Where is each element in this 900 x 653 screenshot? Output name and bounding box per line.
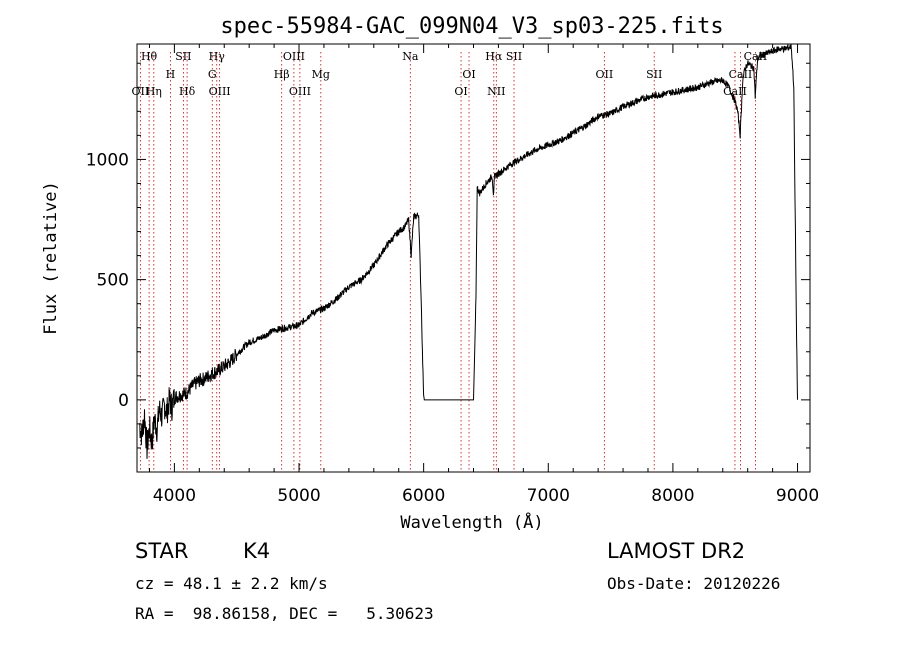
x-tick-label: 9000 [776, 486, 819, 506]
spectral-line-label: OIII [209, 85, 231, 98]
spectral-line-label: Hβ [274, 68, 290, 81]
spectral-line-label: OI [462, 68, 475, 81]
object-class: STAR [135, 539, 189, 563]
spectral-line-label: CaII [744, 50, 768, 63]
spectral-line-label: Mg [312, 68, 330, 81]
chart-title: spec-55984-GAC_099N04_V3_sp03-225.fits [220, 14, 723, 39]
plot-frame [136, 43, 811, 473]
ra-dec: RA = 98.86158, DEC = 5.30623 [135, 604, 434, 623]
survey-name: LAMOST DR2 [607, 539, 746, 563]
x-tick-label: 6000 [402, 486, 445, 506]
spectral-line-label: H [166, 68, 176, 81]
series-group [139, 43, 798, 459]
spectral-line-label: CaII [723, 85, 747, 98]
x-tick-label: 4000 [153, 486, 196, 506]
spectral-line-label: Na [402, 50, 419, 63]
x-axis: 4000 5000 6000 7000 8000 9000 [148, 44, 819, 506]
spectral-line-label: SII [646, 68, 662, 81]
y-axis-label: Flux (relative) [41, 181, 61, 335]
spectral-line-label: Hδ [179, 85, 196, 98]
spectral-line-label: Hα [485, 50, 503, 63]
y-tick-label: 1000 [86, 150, 129, 170]
spectral-line-label: G [208, 68, 217, 81]
spectral-line-label: NII [487, 85, 505, 98]
x-tick-label: 7000 [527, 486, 570, 506]
y-tick-label: 500 [97, 271, 129, 291]
spectral-line-label: OI [454, 85, 467, 98]
spectral-line-label: Hθ [141, 50, 158, 63]
spectrum-series-line [139, 43, 798, 459]
redshift-cz: cz = 48.1 ± 2.2 km/s [135, 574, 328, 593]
y-axis: 0 500 1000 [86, 62, 810, 473]
y-tick-label: 0 [118, 391, 129, 411]
spectral-line-label: OIII [283, 50, 305, 63]
observation-date: Obs-Date: 20120226 [607, 574, 781, 593]
spectral-line-label: OIII [289, 85, 311, 98]
x-axis-label: Wavelength (Å) [400, 511, 543, 533]
spectral-line-label: SII [506, 50, 522, 63]
x-tick-label: 5000 [277, 486, 320, 506]
spectral-line-label: Hη [146, 85, 162, 98]
spectral-line-label: OII [596, 68, 614, 81]
spectral-line-label: Hγ [209, 50, 226, 63]
spectral-line-label: OII [132, 85, 150, 98]
spectral-line-label: SII [175, 50, 191, 63]
spectral-line-label: CaII [729, 68, 753, 81]
spectral-line-markers: HθOIIHηSIIHHδHγGOIIIOIIIHβOIIIMgNaOIOIHα… [132, 50, 768, 472]
object-subclass: K4 [243, 539, 271, 563]
x-tick-label: 8000 [651, 486, 694, 506]
